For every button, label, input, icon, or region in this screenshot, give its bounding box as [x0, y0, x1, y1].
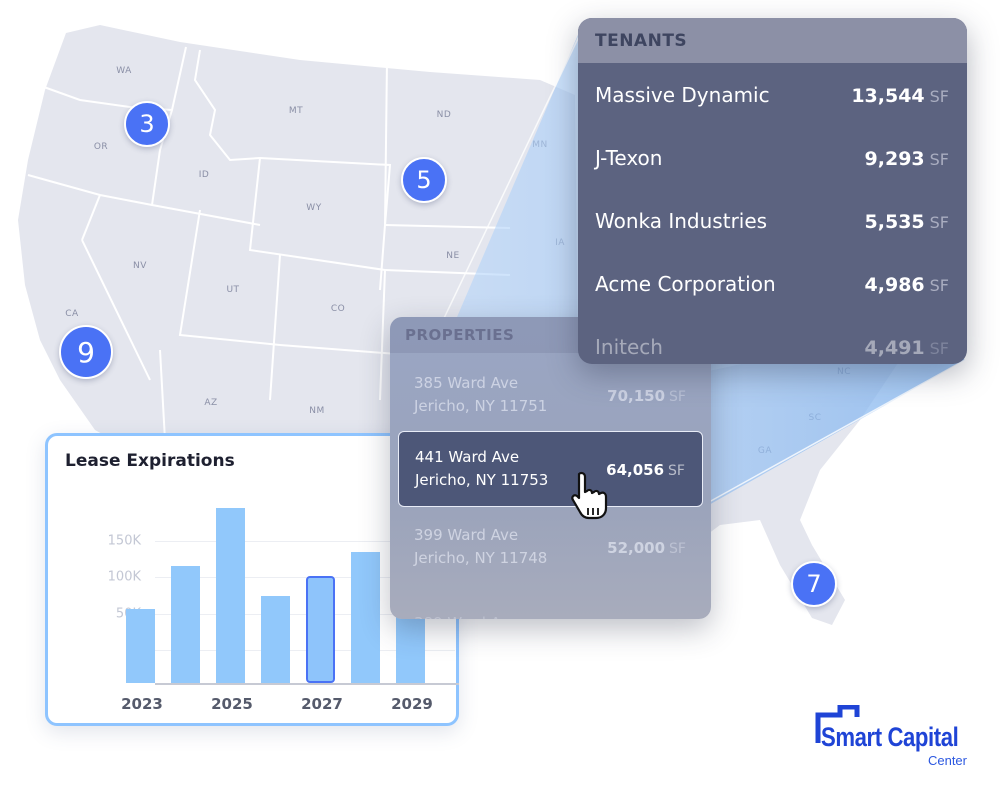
- gridline: [155, 577, 455, 578]
- property-sf: 64,056: [606, 460, 665, 479]
- cluster-marker[interactable]: 9: [59, 325, 113, 379]
- bar-2028[interactable]: [351, 552, 380, 683]
- property-sf: 52,000: [607, 538, 666, 557]
- state-label: UT: [226, 285, 240, 295]
- gridline: [155, 541, 455, 542]
- property-city: Jericho, NY 11753: [415, 471, 549, 489]
- state-label: CA: [65, 309, 79, 319]
- building-outline-icon: [815, 705, 860, 743]
- property-street: 385 Ward Ave: [414, 374, 519, 392]
- smart-capital-center-logo: Smart Capital Center: [815, 705, 975, 775]
- bar-2026[interactable]: [261, 596, 290, 683]
- gridline: [155, 650, 455, 651]
- sf-unit: SF: [669, 540, 686, 557]
- sf-unit: SF: [929, 338, 949, 358]
- sf-unit: SF: [669, 388, 686, 405]
- tenant-name: Acme Corporation: [595, 271, 776, 296]
- tenant-sf: 4,491: [864, 336, 925, 359]
- property-street: 389 Ward Ave: [414, 612, 518, 620]
- logo-name: Smart Capital: [821, 722, 959, 752]
- state-label: SC: [808, 413, 822, 423]
- tenant-name: J-Texon: [595, 145, 663, 170]
- state-label: MN: [532, 140, 548, 150]
- property-sf: 70,150: [607, 386, 666, 405]
- tenant-name: Massive Dynamic: [595, 82, 770, 107]
- state-label: NE: [446, 251, 460, 261]
- bar-2024[interactable]: [171, 566, 200, 683]
- state-label: ND: [436, 110, 452, 120]
- x-tick-label: 2025: [211, 695, 253, 713]
- tenant-row[interactable]: Acme Corporation 4,986 SF: [578, 252, 967, 315]
- sf-unit: SF: [929, 275, 949, 295]
- tenant-name: Initech: [595, 334, 663, 359]
- cluster-marker[interactable]: 7: [791, 561, 837, 607]
- state-label: CO: [330, 304, 346, 314]
- tenant-name: Wonka Industries: [595, 208, 768, 233]
- state-label: OR: [93, 142, 109, 152]
- tenant-row[interactable]: J-Texon 9,293 SF: [578, 126, 967, 189]
- tenant-sf: 4,986: [864, 273, 925, 296]
- property-row[interactable]: 389 Ward Ave: [398, 585, 703, 620]
- state-label: NC: [836, 367, 852, 377]
- state-label: MT: [288, 106, 304, 116]
- sf-unit: SF: [929, 212, 949, 232]
- state-label: IA: [555, 238, 565, 248]
- sf-unit: SF: [929, 86, 949, 106]
- cluster-marker[interactable]: 3: [124, 101, 170, 147]
- y-tick-label: 100K: [107, 569, 141, 585]
- bar-2025[interactable]: [216, 508, 245, 683]
- gridline: [155, 614, 455, 615]
- property-street: 441 Ward Ave: [415, 448, 520, 466]
- property-row[interactable]: 399 Ward Ave Jericho, NY 11748 52,000 SF: [398, 509, 703, 585]
- state-label: WY: [306, 203, 322, 213]
- y-tick-label: 150K: [107, 533, 141, 549]
- property-city: Jericho, NY 11748: [414, 549, 548, 567]
- x-tick-label: 2027: [301, 695, 343, 713]
- sf-unit: SF: [929, 149, 949, 169]
- tenant-sf: 13,544: [851, 84, 925, 107]
- tenant-row[interactable]: Massive Dynamic 13,544 SF: [578, 63, 967, 126]
- x-tick-label: 2029: [391, 695, 433, 713]
- card-title: Lease Expirations: [65, 451, 235, 471]
- hand-pointer-cursor-icon: [571, 471, 608, 520]
- x-tick-label: 2023: [121, 695, 163, 713]
- state-label: WA: [116, 66, 132, 76]
- tenant-sf: 5,535: [864, 210, 925, 233]
- bar-2027-selected[interactable]: [306, 576, 335, 683]
- state-label: ID: [198, 170, 210, 180]
- tenant-row[interactable]: Initech 4,491 SF: [578, 315, 967, 364]
- property-row[interactable]: 385 Ward Ave Jericho, NY 11751 70,150 SF: [398, 357, 703, 433]
- cluster-marker[interactable]: 5: [401, 157, 447, 203]
- sf-unit: SF: [668, 462, 685, 479]
- x-axis: [155, 683, 459, 685]
- state-label: AZ: [204, 398, 218, 408]
- bar-2023[interactable]: [126, 609, 155, 683]
- property-row-selected[interactable]: 441 Ward Ave Jericho, NY 11753 64,056 SF: [398, 431, 703, 507]
- property-city: Jericho, NY 11751: [414, 397, 548, 415]
- property-street: 399 Ward Ave: [414, 526, 519, 544]
- tenant-sf: 9,293: [864, 147, 925, 170]
- state-label: GA: [757, 446, 773, 456]
- state-label: NM: [309, 406, 325, 416]
- tenants-header: TENANTS: [578, 18, 967, 63]
- tenant-row[interactable]: Wonka Industries 5,535 SF: [578, 189, 967, 252]
- properties-panel: PROPERTIES 385 Ward Ave Jericho, NY 1175…: [390, 317, 711, 619]
- tenants-panel: TENANTS Massive Dynamic 13,544 SF J-Texon…: [578, 18, 967, 364]
- logo-sub: Center: [927, 753, 967, 768]
- state-label: NV: [133, 261, 147, 271]
